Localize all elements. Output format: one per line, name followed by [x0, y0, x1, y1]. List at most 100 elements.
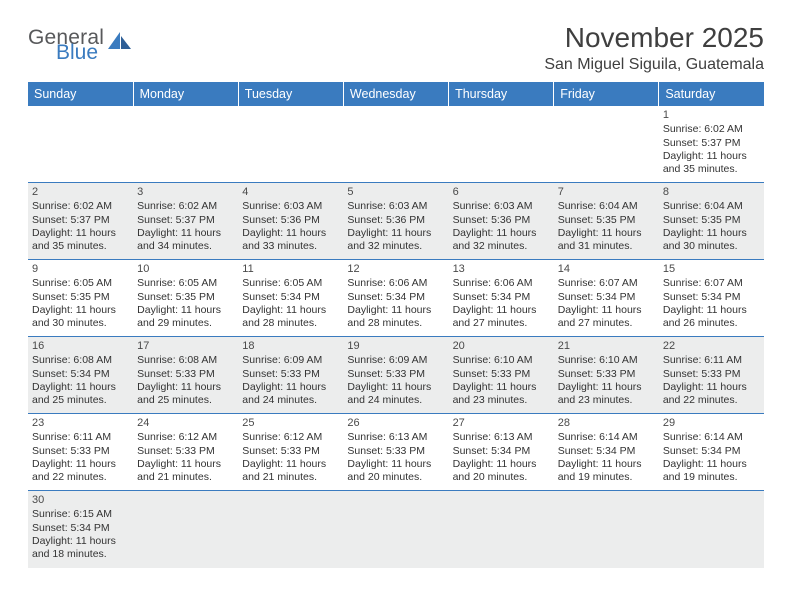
sunset-text: Sunset: 5:35 PM [663, 214, 760, 227]
sunset-text: Sunset: 5:37 PM [137, 214, 234, 227]
calendar-cell: 3Sunrise: 6:02 AMSunset: 5:37 PMDaylight… [133, 183, 238, 260]
daylight-text: and 27 minutes. [453, 317, 550, 330]
sunrise-text: Sunrise: 6:09 AM [347, 354, 444, 367]
day-number: 5 [347, 185, 444, 199]
location: San Miguel Siguila, Guatemala [544, 56, 764, 74]
daylight-text: and 28 minutes. [347, 317, 444, 330]
daylight-text: and 21 minutes. [242, 471, 339, 484]
daylight-text: Daylight: 11 hours [663, 150, 760, 163]
day-number: 3 [137, 185, 234, 199]
daylight-text: Daylight: 11 hours [558, 458, 655, 471]
daylight-text: and 27 minutes. [558, 317, 655, 330]
sunrise-text: Sunrise: 6:12 AM [242, 431, 339, 444]
day-number: 24 [137, 416, 234, 430]
sunrise-text: Sunrise: 6:10 AM [453, 354, 550, 367]
calendar-cell: 1Sunrise: 6:02 AMSunset: 5:37 PMDaylight… [659, 106, 764, 183]
calendar-week-row: 1Sunrise: 6:02 AMSunset: 5:37 PMDaylight… [28, 106, 764, 183]
calendar-cell: 5Sunrise: 6:03 AMSunset: 5:36 PMDaylight… [343, 183, 448, 260]
sunset-text: Sunset: 5:36 PM [453, 214, 550, 227]
daylight-text: Daylight: 11 hours [558, 227, 655, 240]
daylight-text: and 32 minutes. [453, 240, 550, 253]
sunset-text: Sunset: 5:34 PM [663, 291, 760, 304]
day-number: 21 [558, 339, 655, 353]
sunset-text: Sunset: 5:34 PM [32, 368, 129, 381]
daylight-text: and 24 minutes. [242, 394, 339, 407]
sunset-text: Sunset: 5:34 PM [453, 445, 550, 458]
daylight-text: Daylight: 11 hours [137, 227, 234, 240]
sunset-text: Sunset: 5:33 PM [347, 445, 444, 458]
day-number: 23 [32, 416, 129, 430]
calendar-cell: 30Sunrise: 6:15 AMSunset: 5:34 PMDayligh… [28, 491, 133, 568]
sunrise-text: Sunrise: 6:02 AM [137, 200, 234, 213]
sunrise-text: Sunrise: 6:09 AM [242, 354, 339, 367]
sunset-text: Sunset: 5:37 PM [663, 137, 760, 150]
sunrise-text: Sunrise: 6:08 AM [32, 354, 129, 367]
daylight-text: Daylight: 11 hours [558, 304, 655, 317]
sunset-text: Sunset: 5:34 PM [558, 445, 655, 458]
day-number: 4 [242, 185, 339, 199]
sunrise-text: Sunrise: 6:11 AM [663, 354, 760, 367]
calendar-cell: 29Sunrise: 6:14 AMSunset: 5:34 PMDayligh… [659, 414, 764, 491]
daylight-text: and 20 minutes. [453, 471, 550, 484]
calendar-cell [133, 491, 238, 568]
calendar-cell: 2Sunrise: 6:02 AMSunset: 5:37 PMDaylight… [28, 183, 133, 260]
day-number: 14 [558, 262, 655, 276]
calendar-cell [238, 491, 343, 568]
calendar-cell: 19Sunrise: 6:09 AMSunset: 5:33 PMDayligh… [343, 337, 448, 414]
daylight-text: and 35 minutes. [663, 163, 760, 176]
calendar-cell: 22Sunrise: 6:11 AMSunset: 5:33 PMDayligh… [659, 337, 764, 414]
daylight-text: and 25 minutes. [32, 394, 129, 407]
daylight-text: and 28 minutes. [242, 317, 339, 330]
sunrise-text: Sunrise: 6:03 AM [242, 200, 339, 213]
day-number: 27 [453, 416, 550, 430]
daylight-text: Daylight: 11 hours [347, 227, 444, 240]
daylight-text: and 22 minutes. [32, 471, 129, 484]
day-number: 2 [32, 185, 129, 199]
calendar-cell [449, 106, 554, 183]
calendar-cell: 21Sunrise: 6:10 AMSunset: 5:33 PMDayligh… [554, 337, 659, 414]
sunset-text: Sunset: 5:33 PM [137, 368, 234, 381]
sunset-text: Sunset: 5:34 PM [663, 445, 760, 458]
daylight-text: and 18 minutes. [32, 548, 129, 561]
daylight-text: and 31 minutes. [558, 240, 655, 253]
logo-word-blue: Blue [56, 43, 104, 62]
daylight-text: Daylight: 11 hours [32, 381, 129, 394]
calendar-cell: 9Sunrise: 6:05 AMSunset: 5:35 PMDaylight… [28, 260, 133, 337]
weekday-header: Wednesday [343, 82, 448, 106]
sunset-text: Sunset: 5:36 PM [242, 214, 339, 227]
sunset-text: Sunset: 5:34 PM [347, 291, 444, 304]
sunset-text: Sunset: 5:33 PM [137, 445, 234, 458]
day-number: 16 [32, 339, 129, 353]
sunset-text: Sunset: 5:33 PM [663, 368, 760, 381]
sunrise-text: Sunrise: 6:03 AM [347, 200, 444, 213]
sunrise-text: Sunrise: 6:06 AM [453, 277, 550, 290]
calendar-body: 1Sunrise: 6:02 AMSunset: 5:37 PMDaylight… [28, 106, 764, 568]
calendar-week-row: 23Sunrise: 6:11 AMSunset: 5:33 PMDayligh… [28, 414, 764, 491]
calendar-cell: 13Sunrise: 6:06 AMSunset: 5:34 PMDayligh… [449, 260, 554, 337]
sunset-text: Sunset: 5:34 PM [32, 522, 129, 535]
daylight-text: and 35 minutes. [32, 240, 129, 253]
calendar-cell: 16Sunrise: 6:08 AMSunset: 5:34 PMDayligh… [28, 337, 133, 414]
sunrise-text: Sunrise: 6:10 AM [558, 354, 655, 367]
daylight-text: Daylight: 11 hours [453, 381, 550, 394]
sunrise-text: Sunrise: 6:14 AM [663, 431, 760, 444]
daylight-text: Daylight: 11 hours [347, 381, 444, 394]
daylight-text: Daylight: 11 hours [242, 227, 339, 240]
sunrise-text: Sunrise: 6:05 AM [32, 277, 129, 290]
calendar-cell [659, 491, 764, 568]
sunrise-text: Sunrise: 6:04 AM [663, 200, 760, 213]
day-number: 22 [663, 339, 760, 353]
sunrise-text: Sunrise: 6:08 AM [137, 354, 234, 367]
day-number: 19 [347, 339, 444, 353]
day-number: 15 [663, 262, 760, 276]
daylight-text: Daylight: 11 hours [558, 381, 655, 394]
daylight-text: Daylight: 11 hours [663, 458, 760, 471]
sunrise-text: Sunrise: 6:02 AM [32, 200, 129, 213]
daylight-text: and 30 minutes. [32, 317, 129, 330]
calendar-cell: 12Sunrise: 6:06 AMSunset: 5:34 PMDayligh… [343, 260, 448, 337]
sunset-text: Sunset: 5:34 PM [558, 291, 655, 304]
day-number: 25 [242, 416, 339, 430]
sunrise-text: Sunrise: 6:13 AM [453, 431, 550, 444]
sunrise-text: Sunrise: 6:07 AM [558, 277, 655, 290]
sunset-text: Sunset: 5:36 PM [347, 214, 444, 227]
